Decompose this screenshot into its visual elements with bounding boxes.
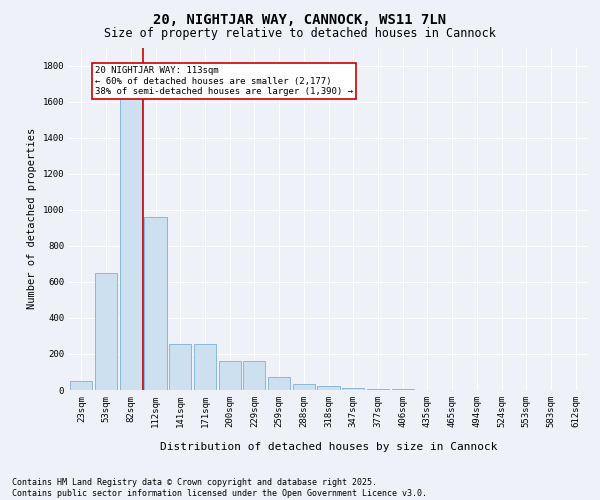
Text: Distribution of detached houses by size in Cannock: Distribution of detached houses by size … bbox=[160, 442, 497, 452]
Text: Size of property relative to detached houses in Cannock: Size of property relative to detached ho… bbox=[104, 28, 496, 40]
Bar bbox=[367, 389, 389, 390]
Bar bbox=[169, 344, 191, 390]
Bar bbox=[293, 384, 315, 390]
Bar bbox=[342, 388, 364, 390]
Text: 20, NIGHTJAR WAY, CANNOCK, WS11 7LN: 20, NIGHTJAR WAY, CANNOCK, WS11 7LN bbox=[154, 12, 446, 26]
Bar bbox=[145, 217, 167, 390]
Y-axis label: Number of detached properties: Number of detached properties bbox=[27, 128, 37, 310]
Text: Contains HM Land Registry data © Crown copyright and database right 2025.
Contai: Contains HM Land Registry data © Crown c… bbox=[12, 478, 427, 498]
Bar bbox=[218, 361, 241, 390]
Bar bbox=[194, 344, 216, 390]
Bar bbox=[119, 87, 142, 390]
Text: 20 NIGHTJAR WAY: 113sqm
← 60% of detached houses are smaller (2,177)
38% of semi: 20 NIGHTJAR WAY: 113sqm ← 60% of detache… bbox=[95, 66, 353, 96]
Bar bbox=[95, 273, 117, 390]
Bar bbox=[268, 378, 290, 390]
Bar bbox=[317, 386, 340, 390]
Bar bbox=[70, 381, 92, 390]
Bar bbox=[243, 361, 265, 390]
